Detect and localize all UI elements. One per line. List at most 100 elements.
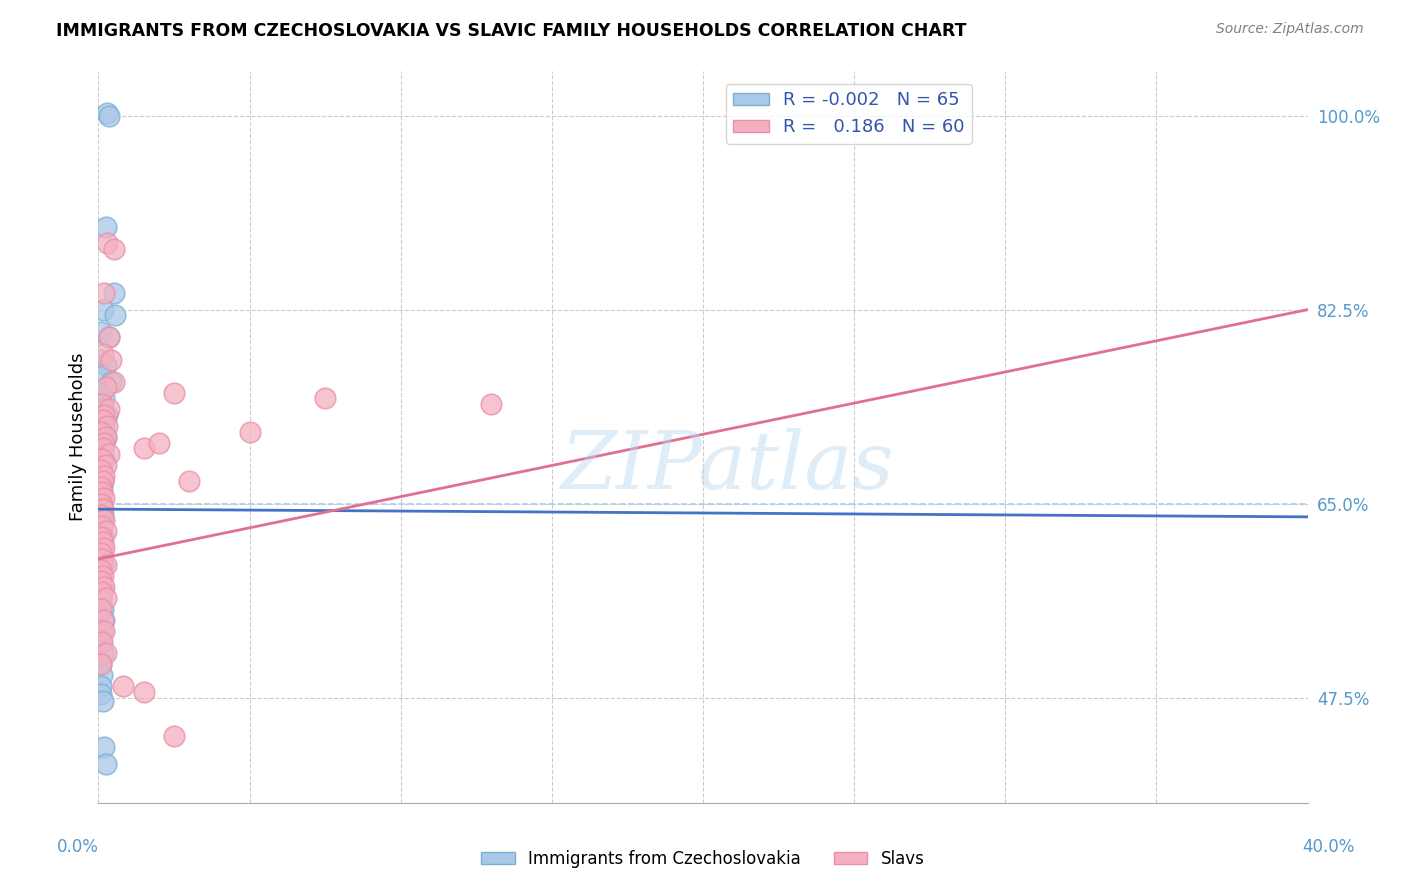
- Point: [91, 485, 114, 500]
- Point: [91, 441, 114, 455]
- Point: [90, 635, 112, 649]
- Point: [93, 624, 115, 638]
- Text: 40.0%: 40.0%: [1302, 838, 1355, 855]
- Text: ZIPatlas: ZIPatlas: [561, 427, 894, 505]
- Point: [94, 458, 117, 472]
- Legend: R = -0.002   N = 65, R =   0.186   N = 60: R = -0.002 N = 65, R = 0.186 N = 60: [725, 84, 972, 144]
- Point: [90, 535, 112, 549]
- Point: [94, 591, 117, 605]
- Point: [90, 602, 112, 616]
- Point: [98, 330, 121, 344]
- Point: [93, 491, 115, 505]
- Point: [90, 499, 112, 513]
- Point: [93, 613, 115, 627]
- Point: [89, 502, 111, 516]
- Point: [98, 447, 121, 461]
- Point: [91, 302, 114, 317]
- Point: [314, 392, 336, 406]
- Point: [96, 236, 118, 251]
- Point: [94, 219, 117, 234]
- Point: [93, 408, 115, 422]
- Point: [90, 524, 112, 539]
- Point: [90, 568, 112, 582]
- Point: [103, 375, 125, 389]
- Point: [91, 497, 114, 511]
- Point: [93, 468, 115, 483]
- Point: [163, 385, 186, 400]
- Point: [91, 425, 114, 439]
- Point: [91, 475, 114, 489]
- Point: [103, 242, 125, 256]
- Point: [91, 694, 114, 708]
- Text: Source: ZipAtlas.com: Source: ZipAtlas.com: [1216, 22, 1364, 37]
- Point: [91, 513, 114, 527]
- Point: [104, 308, 127, 322]
- Point: [96, 106, 118, 120]
- Point: [91, 369, 114, 384]
- Point: [90, 546, 112, 560]
- Point: [91, 413, 114, 427]
- Point: [90, 509, 112, 524]
- Legend: Immigrants from Czechoslovakia, Slavs: Immigrants from Czechoslovakia, Slavs: [475, 844, 931, 875]
- Point: [94, 430, 117, 444]
- Point: [96, 419, 118, 434]
- Point: [90, 530, 112, 544]
- Point: [96, 408, 118, 422]
- Point: [90, 687, 112, 701]
- Point: [91, 530, 114, 544]
- Point: [91, 558, 114, 572]
- Point: [89, 518, 111, 533]
- Point: [90, 447, 112, 461]
- Point: [91, 552, 114, 566]
- Text: IMMIGRANTS FROM CZECHOSLOVAKIA VS SLAVIC FAMILY HOUSEHOLDS CORRELATION CHART: IMMIGRANTS FROM CZECHOSLOVAKIA VS SLAVIC…: [56, 22, 967, 40]
- Point: [91, 397, 114, 411]
- Point: [132, 441, 155, 455]
- Point: [481, 397, 503, 411]
- Point: [91, 635, 114, 649]
- Point: [89, 468, 111, 483]
- Point: [90, 552, 112, 566]
- Point: [91, 602, 114, 616]
- Point: [90, 657, 112, 672]
- Point: [91, 441, 114, 455]
- Point: [98, 402, 121, 417]
- Point: [90, 463, 112, 477]
- Point: [132, 685, 155, 699]
- Point: [91, 347, 114, 361]
- Point: [91, 541, 114, 555]
- Point: [93, 513, 115, 527]
- Point: [111, 680, 134, 694]
- Point: [91, 475, 114, 489]
- Point: [93, 285, 115, 300]
- Point: [90, 508, 112, 522]
- Point: [163, 729, 186, 743]
- Point: [90, 480, 112, 494]
- Point: [90, 497, 112, 511]
- Y-axis label: Family Households: Family Households: [69, 353, 87, 521]
- Point: [90, 563, 112, 577]
- Point: [90, 425, 112, 439]
- Point: [91, 624, 114, 638]
- Point: [94, 524, 117, 539]
- Point: [90, 385, 112, 400]
- Point: [91, 508, 114, 522]
- Point: [91, 613, 114, 627]
- Point: [94, 430, 117, 444]
- Point: [93, 452, 115, 467]
- Point: [91, 518, 114, 533]
- Point: [91, 480, 114, 494]
- Point: [90, 505, 112, 519]
- Point: [91, 568, 114, 582]
- Point: [91, 580, 114, 594]
- Point: [90, 476, 112, 491]
- Point: [90, 325, 112, 339]
- Point: [93, 392, 115, 406]
- Point: [93, 435, 115, 450]
- Point: [93, 740, 115, 755]
- Point: [94, 757, 117, 772]
- Point: [239, 425, 262, 439]
- Point: [90, 680, 112, 694]
- Point: [93, 580, 115, 594]
- Point: [90, 352, 112, 367]
- Point: [89, 491, 111, 505]
